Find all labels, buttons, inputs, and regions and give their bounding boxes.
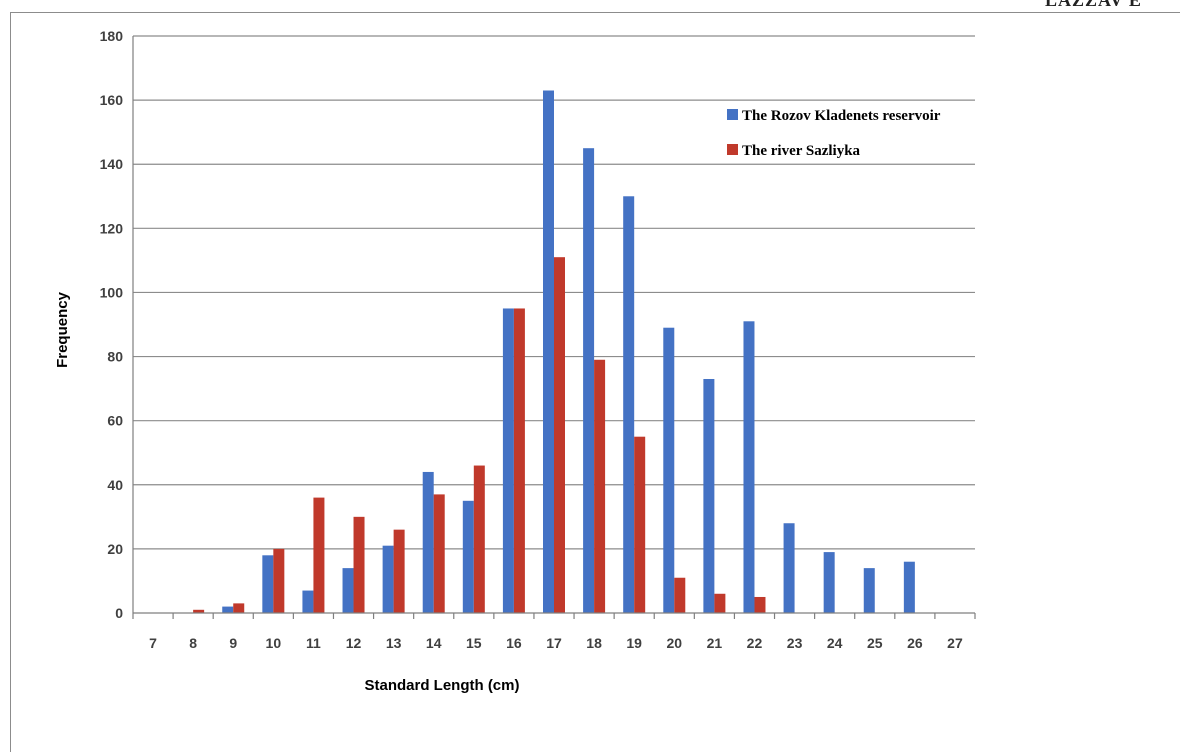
bar-reservoir-21 — [703, 378, 715, 613]
y-tick-label: 140 — [100, 156, 124, 172]
bar-reservoir-25 — [863, 568, 875, 613]
bar-reservoir-26 — [903, 561, 915, 613]
bar-reservoir-19 — [623, 196, 635, 613]
y-tick-label: 40 — [107, 477, 123, 493]
x-tick-label: 21 — [707, 635, 723, 651]
bar-river-16 — [513, 308, 525, 613]
x-tick-label: 16 — [506, 635, 522, 651]
legend-label-reservoir: The Rozov Kladenets reservoir — [742, 108, 941, 124]
bar-river-20 — [674, 577, 686, 613]
bar-river-12 — [353, 516, 365, 613]
x-tick-label: 12 — [346, 635, 362, 651]
bar-reservoir-10 — [262, 555, 274, 613]
bar-reservoir-20 — [663, 327, 675, 613]
bar-reservoir-18 — [583, 148, 595, 613]
bar-river-13 — [393, 529, 405, 613]
bar-reservoir-14 — [422, 471, 434, 613]
bar-river-15 — [473, 465, 485, 613]
x-tick-label: 17 — [546, 635, 562, 651]
y-tick-label: 20 — [107, 541, 123, 557]
x-tick-label: 22 — [747, 635, 763, 651]
bar-reservoir-17 — [543, 90, 554, 613]
bar-river-22 — [754, 596, 766, 613]
y-tick-label: 180 — [100, 28, 124, 44]
x-tick-label: 23 — [787, 635, 803, 651]
bar-reservoir-12 — [342, 568, 354, 613]
x-tick-label: 9 — [229, 635, 237, 651]
bar-reservoir-16 — [502, 308, 514, 613]
bar-river-17 — [554, 257, 565, 613]
bar-river-9 — [233, 603, 245, 613]
bar-reservoir-13 — [382, 545, 394, 613]
x-tick-label: 7 — [149, 635, 157, 651]
legend-swatch-river — [727, 144, 738, 155]
x-tick-label: 19 — [626, 635, 642, 651]
y-tick-label: 0 — [115, 605, 123, 621]
x-tick-label: 26 — [907, 635, 923, 651]
bar-reservoir-11 — [302, 590, 314, 613]
legend-label-river: The river Sazliyka — [742, 143, 861, 159]
bar-reservoir-24 — [823, 552, 835, 613]
bar-reservoir-9 — [222, 606, 234, 613]
x-tick-label: 8 — [189, 635, 197, 651]
bar-river-11 — [313, 497, 325, 613]
bar-river-18 — [594, 359, 606, 613]
x-tick-label: 27 — [947, 635, 963, 651]
x-tick-labels: 7 8 9 10 11 12 13 14 15 16 17 18 19 20 21 22 23 24 25 26 27 — [149, 635, 963, 651]
corner-text: LAZZAV E — [1045, 0, 1142, 10]
x-tick-label: 11 — [306, 635, 321, 651]
bar-river-19 — [634, 436, 646, 613]
bar-reservoir-22 — [743, 321, 755, 613]
x-tick-label: 10 — [266, 635, 282, 651]
legend-swatch-reservoir — [727, 109, 738, 120]
x-tick-label: 20 — [666, 635, 682, 651]
y-tick-label: 160 — [100, 92, 124, 108]
x-tick-label: 24 — [827, 635, 843, 651]
bar-reservoir-23 — [783, 523, 795, 613]
bar-reservoir-15 — [462, 500, 474, 613]
bar-river-10 — [273, 548, 285, 613]
axes — [132, 36, 976, 619]
chart-frame — [10, 12, 1180, 752]
bars — [193, 90, 915, 613]
y-tick-label: 60 — [107, 413, 123, 429]
y-tick-label: 120 — [100, 220, 124, 236]
x-tick-label: 25 — [867, 635, 883, 651]
x-tick-label: 18 — [586, 635, 602, 651]
y-axis-title: Frequency — [54, 291, 71, 368]
x-tick-label: 15 — [466, 635, 482, 651]
x-tick-label: 14 — [426, 635, 442, 651]
x-axis-title: Standard Length (cm) — [364, 677, 519, 694]
x-tick-label: 13 — [386, 635, 402, 651]
y-tick-label: 80 — [107, 349, 123, 365]
bar-river-21 — [714, 593, 726, 613]
y-tick-label: 100 — [100, 284, 124, 300]
y-tick-labels: 0 20 40 60 80 100 120 140 160 180 — [100, 28, 124, 621]
bar-river-14 — [433, 494, 445, 613]
legend: The Rozov Kladenets reservoir The river … — [727, 108, 941, 159]
bar-river-8 — [193, 609, 205, 613]
